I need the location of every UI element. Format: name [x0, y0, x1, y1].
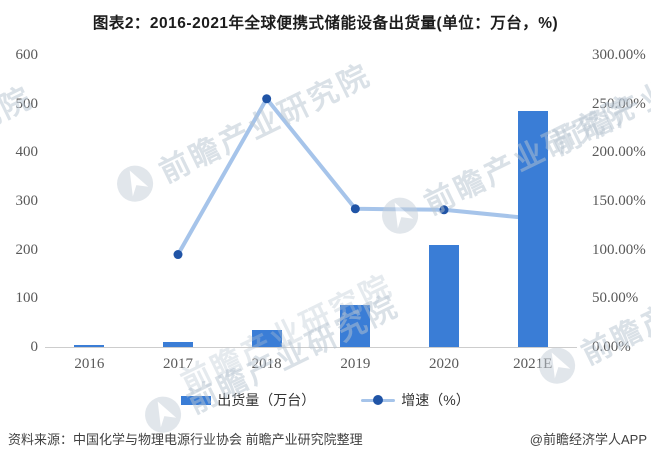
source-note: 资料来源：中国化学与物理电源行业协会 前瞻产业研究院整理 [8, 432, 363, 447]
x-tick-label-2020: 2020 [429, 356, 459, 372]
x-axis: 2016 2017 2018 2019 2020 2021E [0, 356, 651, 376]
credit-note: @前瞻经济学人APP [529, 432, 647, 447]
y-right-tick-label: 50.00% [592, 290, 639, 307]
x-tick-label-2019: 2019 [340, 356, 371, 372]
y-left-tick-label: 600 [15, 47, 39, 63]
legend-label-shipments: 出货量（万台） [217, 392, 316, 408]
y-left-tick-label: 100 [15, 290, 39, 307]
growth-point [350, 204, 360, 214]
chart-title: 图表2：2016-2021年全球便携式储能设备出货量(单位：万台，%) [92, 15, 559, 32]
growth-point [262, 94, 272, 104]
growth-line-series [173, 94, 538, 260]
y-right-tick-label: 250.00% [592, 95, 646, 112]
y-axis-right: 300.00% 250.00% 200.00% 150.00% 100.00% 50.00… [592, 47, 651, 355]
growth-point [173, 250, 183, 260]
line-swatch-icon [361, 395, 396, 405]
y-right-tick-label: 200.00% [592, 144, 646, 161]
legend-item-growth: 增速（%） [361, 390, 470, 410]
legend-item-shipments: 出货量（万台） [181, 390, 315, 410]
y-left-tick-label: 0 [30, 339, 39, 355]
bar-2020 [429, 245, 459, 347]
legend-label-growth: 增速（%） [401, 392, 470, 408]
legend: 出货量（万台） 增速（%） [0, 390, 651, 410]
x-tick-label-2016: 2016 [74, 356, 105, 372]
y-right-tick-label: 0.00% [592, 339, 631, 355]
bar-swatch-icon [181, 395, 212, 405]
bar-2016 [74, 344, 105, 347]
bar-2017 [163, 342, 193, 347]
y-left-tick-label: 400 [15, 144, 39, 161]
bar-2021E [517, 111, 548, 347]
x-tick-label-2021E: 2021E [513, 356, 553, 372]
growth-point [439, 205, 449, 215]
bar-2018 [251, 329, 282, 347]
y-left-tick-label: 200 [15, 241, 39, 258]
y-left-tick-label: 300 [15, 193, 39, 209]
y-left-tick-label: 500 [15, 95, 39, 112]
y-right-tick-label: 300.00% [592, 47, 646, 63]
bar-2019 [340, 305, 371, 347]
x-tick-label-2017: 2017 [163, 356, 193, 372]
y-right-tick-label: 100.00% [592, 241, 646, 258]
y-right-tick-label: 150.00% [592, 193, 646, 209]
y-axis-left: 600 500 400 300 200 100 0 [0, 47, 39, 355]
growth-line [176, 96, 533, 256]
x-tick-label-2018: 2018 [251, 356, 282, 372]
plot-area [45, 55, 577, 348]
